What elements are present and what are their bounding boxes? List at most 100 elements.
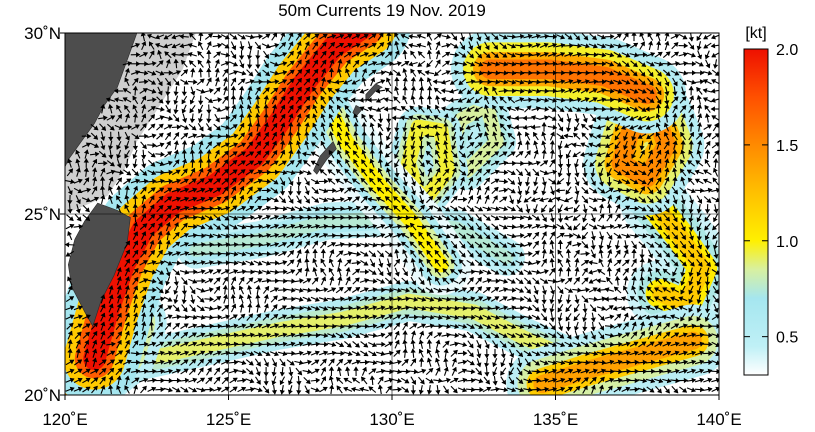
- current-arrow: [474, 331, 483, 339]
- current-arrow: [523, 350, 532, 357]
- current-arrow: [302, 350, 312, 356]
- current-arrow: [392, 369, 402, 375]
- x-tick-label: 125˚E: [206, 410, 251, 429]
- current-arrow: [711, 386, 719, 392]
- current-arrow: [197, 367, 204, 376]
- current-arrow: [703, 341, 713, 347]
- current-arrow: [212, 332, 223, 338]
- current-arrow: [515, 377, 524, 385]
- current-arrow: [443, 366, 449, 376]
- current-arrow: [572, 359, 582, 366]
- current-arrow: [237, 332, 247, 338]
- current-arrow: [188, 341, 198, 347]
- current-arrow: [417, 368, 427, 374]
- current-arrow: [483, 376, 491, 385]
- current-arrow: [318, 332, 329, 338]
- current-arrow: [435, 366, 441, 376]
- current-band: [387, 106, 469, 224]
- current-arrow: [492, 348, 498, 359]
- current-arrow: [188, 358, 197, 366]
- current-arrow: [237, 377, 247, 383]
- current-arrow: [328, 375, 334, 386]
- current-arrow: [107, 367, 115, 376]
- current-arrow: [457, 359, 468, 365]
- current-arrow: [678, 368, 688, 374]
- current-arrow: [343, 332, 353, 338]
- current-arrow: [294, 332, 304, 338]
- current-arrow: [74, 359, 83, 366]
- current-arrow: [67, 339, 73, 349]
- colorbar-tick-label: 0.5: [776, 330, 798, 347]
- current-arrow: [653, 359, 664, 365]
- current-arrow: [613, 386, 622, 393]
- current-arrow: [394, 339, 400, 349]
- current-arrow: [335, 341, 345, 348]
- current-arrow: [606, 385, 613, 394]
- current-arrow: [271, 376, 277, 386]
- current-arrow: [311, 359, 320, 366]
- current-arrow: [443, 348, 449, 358]
- current-arrow: [377, 376, 384, 385]
- current-arrow: [124, 349, 130, 358]
- current-arrow: [418, 357, 425, 367]
- current-arrow: [180, 386, 189, 393]
- current-arrow: [441, 377, 451, 383]
- current-arrow: [360, 376, 368, 385]
- longitude-ticks: 120˚E 125˚E 130˚E 135˚E 140˚E: [42, 395, 742, 429]
- current-arrow: [329, 384, 335, 395]
- current-arrow: [255, 376, 261, 385]
- current-arrow: [426, 339, 433, 349]
- current-arrow: [91, 385, 98, 394]
- current-arrow: [515, 387, 525, 393]
- current-arrow: [703, 359, 713, 365]
- current-band: [65, 33, 410, 395]
- current-arrow: [671, 385, 679, 394]
- current-arrow: [368, 368, 377, 375]
- current-arrow: [580, 368, 590, 374]
- current-arrow: [204, 341, 214, 347]
- current-arrow: [613, 377, 623, 384]
- current-arrow: [678, 350, 688, 356]
- current-arrow: [555, 360, 566, 366]
- current-arrow: [302, 359, 312, 365]
- current-arrow: [352, 340, 360, 348]
- current-arrow: [508, 367, 515, 376]
- current-arrow: [147, 386, 157, 392]
- current-arrow: [286, 359, 295, 366]
- current-arrow: [114, 359, 124, 366]
- current-arrow: [629, 386, 640, 393]
- current-arrow: [604, 341, 615, 348]
- current-arrow: [263, 375, 269, 386]
- current-arrow: [116, 384, 122, 394]
- current-arrow: [393, 349, 401, 357]
- current-arrow: [621, 368, 631, 375]
- current-arrow: [410, 339, 416, 349]
- current-arrow: [555, 377, 566, 383]
- current-arrow: [92, 348, 98, 358]
- current-arrow: [435, 348, 441, 358]
- current-arrow: [73, 368, 83, 375]
- current-arrow: [517, 357, 523, 368]
- current-arrow: [686, 387, 696, 393]
- current-arrow: [467, 340, 474, 349]
- current-arrow: [410, 376, 417, 385]
- current-arrow: [171, 368, 181, 374]
- current-arrow: [531, 359, 540, 366]
- current-arrow: [106, 341, 116, 347]
- current-arrow: [179, 350, 190, 356]
- current-arrow: [637, 387, 647, 393]
- current-arrow: [523, 342, 533, 348]
- current-arrow: [604, 368, 615, 375]
- current-arrow: [418, 348, 424, 358]
- current-arrow: [277, 350, 288, 357]
- current-arrow: [490, 386, 500, 392]
- current-arrow: [492, 367, 498, 377]
- current-arrow: [286, 350, 296, 357]
- current-arrow: [319, 386, 328, 393]
- current-arrow: [457, 377, 468, 383]
- current-arrow: [82, 386, 91, 393]
- current-arrow: [604, 350, 615, 356]
- current-arrow: [228, 341, 239, 347]
- current-arrow: [92, 357, 98, 367]
- colorbar-tick-label: 1.0: [776, 234, 798, 251]
